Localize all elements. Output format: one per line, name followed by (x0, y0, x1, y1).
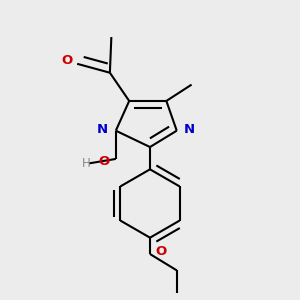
Text: O: O (156, 244, 167, 258)
Text: N: N (184, 123, 195, 136)
Text: O: O (98, 155, 110, 168)
Text: O: O (61, 54, 72, 67)
Text: H: H (82, 157, 91, 170)
Text: N: N (97, 123, 108, 136)
